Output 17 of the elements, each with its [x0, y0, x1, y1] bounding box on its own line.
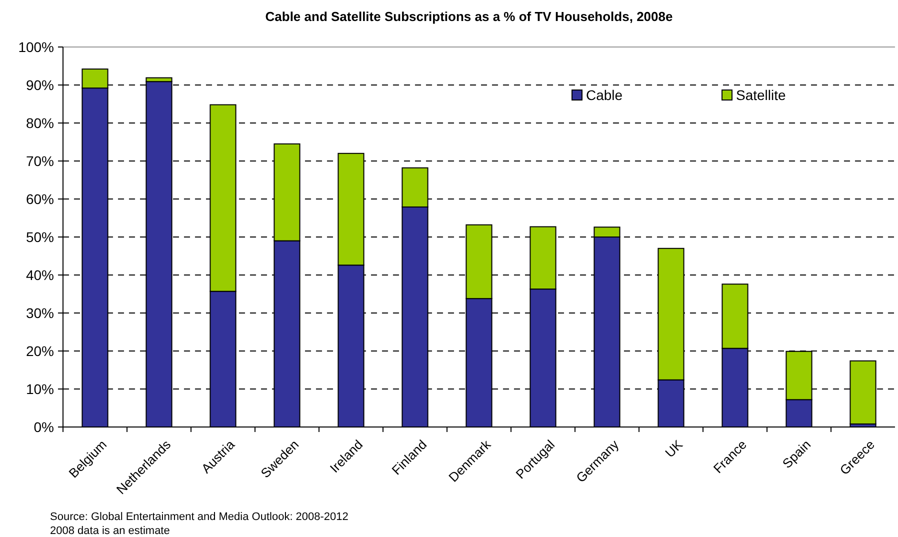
legend-label: Cable	[586, 87, 623, 103]
text: 2008 data is an estimate	[50, 525, 170, 537]
chart-title: Cable and Satellite Subscriptions as a % of TV Households, 2008e	[265, 9, 673, 24]
y-tick-label: 10%	[26, 380, 54, 397]
x-tick-label: UK	[662, 436, 686, 460]
y-tick-label: 30%	[26, 304, 54, 321]
y-tick-label: 70%	[26, 152, 54, 169]
y-tick-label: 0%	[34, 418, 54, 435]
source-note: Source: Global Entertainment and Media Outlook: 2008-2012	[50, 511, 348, 523]
y-tick-label: 20%	[26, 342, 54, 359]
y-tick-label: 100%	[18, 38, 54, 55]
y-tick-label: 80%	[26, 114, 54, 131]
y-tick-label: 90%	[26, 76, 54, 93]
y-tick-label: 40%	[26, 266, 54, 283]
y-tick-label: 60%	[26, 190, 54, 207]
legend-label: Satellite	[736, 87, 786, 103]
y-tick-label: 50%	[26, 228, 54, 245]
